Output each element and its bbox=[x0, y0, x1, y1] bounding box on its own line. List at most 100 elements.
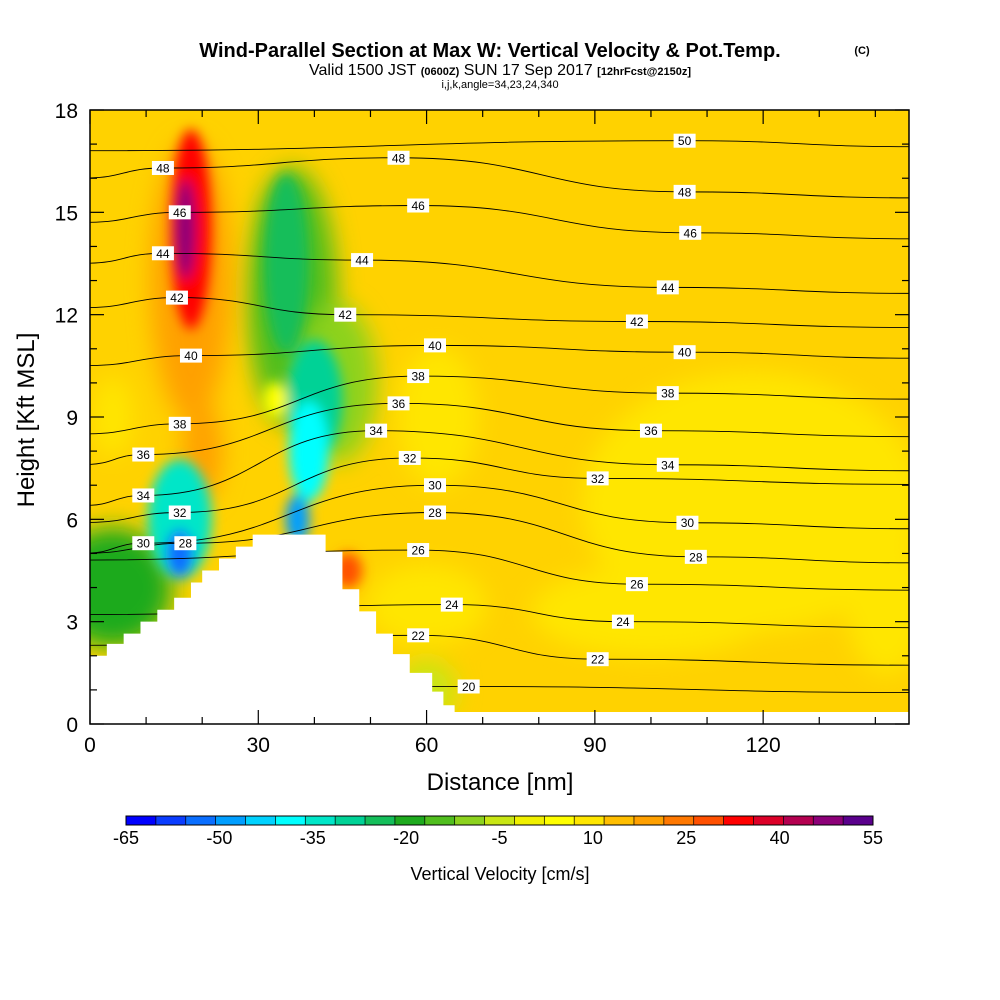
isentrope-label-box bbox=[673, 184, 696, 199]
isentrope-label-box bbox=[132, 488, 155, 503]
colorbar-label: -65 bbox=[113, 828, 139, 848]
colorbar-swatch bbox=[604, 816, 635, 825]
field-west-green bbox=[90, 527, 173, 648]
y-tick-label: 18 bbox=[55, 100, 78, 123]
colorbar-label: -5 bbox=[491, 828, 507, 848]
isentrope-label: 48 bbox=[678, 185, 692, 199]
title-main: Wind-Parallel Section at Max W: Vertical… bbox=[199, 40, 780, 62]
field-updraft-core-strong bbox=[288, 401, 329, 502]
isentrope-label-box bbox=[168, 416, 191, 431]
colorbar-label: -35 bbox=[300, 828, 326, 848]
isentrope-label: 42 bbox=[630, 315, 644, 329]
isentrope-label: 32 bbox=[591, 472, 605, 486]
isentrope-label-box bbox=[168, 505, 191, 520]
isentrope-label: 34 bbox=[137, 489, 151, 503]
isentrope-label-box bbox=[586, 652, 609, 667]
chart-title: Wind-Parallel Section at Max W: Vertical… bbox=[199, 40, 870, 62]
isentrope-label: 22 bbox=[411, 629, 425, 643]
colorbar-swatch bbox=[215, 816, 246, 825]
field-east-orange bbox=[530, 566, 771, 657]
isentrope-label: 32 bbox=[173, 506, 187, 520]
field-east-orange bbox=[397, 347, 478, 487]
isentrope-label: 34 bbox=[661, 458, 675, 472]
isentrope-label: 30 bbox=[681, 516, 695, 530]
isentrope-label: 38 bbox=[661, 387, 675, 401]
colorbar-swatch bbox=[424, 816, 456, 825]
isentrope-label: 46 bbox=[684, 226, 698, 240]
isentrope-label: 28 bbox=[428, 506, 442, 520]
field-east-orange bbox=[846, 534, 909, 675]
isentrope-label-box bbox=[151, 160, 174, 175]
x-axis: 0 30 60 90 120 bbox=[84, 110, 876, 757]
isentrope-label: 24 bbox=[445, 598, 459, 612]
isentrope-label-box bbox=[132, 447, 155, 462]
colorbar-swatch bbox=[155, 816, 187, 825]
y-tick-label: 15 bbox=[55, 202, 78, 225]
field-downdraft-max bbox=[175, 179, 196, 280]
isentrope-label-box bbox=[351, 253, 374, 268]
plot-area: 20 22 22 24 24 26 26 28 28 28 30 30 30 32 32 32 34 34 34 36… bbox=[90, 110, 909, 724]
isentrope-label-box bbox=[407, 198, 430, 213]
isentrope-label: 26 bbox=[630, 578, 644, 592]
isentrope-label-box bbox=[334, 307, 357, 322]
isentrope-label-box bbox=[625, 577, 648, 592]
isentrope-label: 22 bbox=[591, 653, 605, 667]
isentrope-label-box bbox=[656, 457, 679, 472]
isentrope-label-box bbox=[423, 505, 446, 520]
colorbar-swatch bbox=[126, 816, 157, 825]
isentrope-label-box bbox=[151, 246, 174, 261]
copyright-mark: (C) bbox=[854, 45, 870, 57]
field-updraft-core bbox=[264, 173, 309, 354]
colorbar-swatch bbox=[633, 816, 665, 825]
isentrope-label: 40 bbox=[428, 339, 442, 353]
isentrope-label-box bbox=[673, 345, 696, 360]
colorbar: -65 -50 -35 -20 -5 10 25 40 55 bbox=[113, 815, 883, 848]
isentrope-label: 38 bbox=[411, 370, 425, 384]
isentrope-label-box bbox=[407, 369, 430, 384]
colorbar-label: -20 bbox=[393, 828, 419, 848]
isentrope-label-box bbox=[625, 314, 648, 329]
valid-date: SUN 17 Sep 2017 bbox=[464, 62, 593, 79]
isentrope-labels: 20 22 22 24 24 26 26 28 28 28 30 30 30 32 32 32 34 34 34 36… bbox=[132, 133, 707, 694]
isentrope-label-box bbox=[132, 536, 155, 551]
colorbar-label: 40 bbox=[770, 828, 790, 848]
isentrope-label: 36 bbox=[644, 424, 658, 438]
colorbar-swatch bbox=[365, 816, 396, 825]
y-tick-label: 6 bbox=[66, 509, 78, 532]
colorbar-swatch bbox=[544, 816, 575, 825]
isentrope-label-box bbox=[457, 679, 480, 694]
section-params: i,j,k,angle=34,23,24,340 bbox=[441, 79, 558, 91]
isentrope-label-box bbox=[365, 423, 388, 438]
isentrope-label: 48 bbox=[392, 151, 406, 165]
colorbar-swatch bbox=[305, 816, 336, 825]
isentrope-label: 24 bbox=[616, 615, 630, 629]
isentrope-label-box bbox=[387, 150, 410, 165]
isentrope-label-box bbox=[676, 515, 699, 530]
isentrope-label-box bbox=[611, 614, 634, 629]
isentrope-label: 30 bbox=[428, 479, 442, 493]
y-tick-label: 12 bbox=[55, 305, 78, 328]
colorbar-swatch bbox=[843, 816, 874, 825]
isentrope-label: 44 bbox=[156, 247, 170, 261]
isentrope-label: 30 bbox=[137, 537, 151, 551]
isentrope-label: 50 bbox=[678, 134, 692, 148]
isentrope-label: 36 bbox=[392, 397, 406, 411]
field-west-orange bbox=[92, 377, 133, 457]
isentrope-label: 36 bbox=[137, 448, 151, 462]
isentrope-label: 34 bbox=[369, 424, 383, 438]
colorbar-title: Vertical Velocity [cm/s] bbox=[410, 864, 589, 884]
x-axis-label: Distance [nm] bbox=[427, 769, 574, 796]
isentrope-label: 46 bbox=[411, 199, 425, 213]
x-tick-label: 60 bbox=[415, 734, 438, 757]
isentrope-label-box bbox=[440, 597, 463, 612]
y-tick-label: 0 bbox=[66, 714, 78, 737]
isentrope-label: 40 bbox=[678, 346, 692, 360]
isentrope-line bbox=[90, 140, 909, 152]
colorbar-swatch bbox=[275, 816, 306, 825]
valid-time: Valid 1500 JST bbox=[309, 62, 417, 79]
terrain-mask bbox=[90, 534, 909, 724]
colorbar-swatch bbox=[484, 816, 515, 825]
isentrope-label-box bbox=[656, 280, 679, 295]
isentrope-label: 46 bbox=[173, 206, 187, 220]
